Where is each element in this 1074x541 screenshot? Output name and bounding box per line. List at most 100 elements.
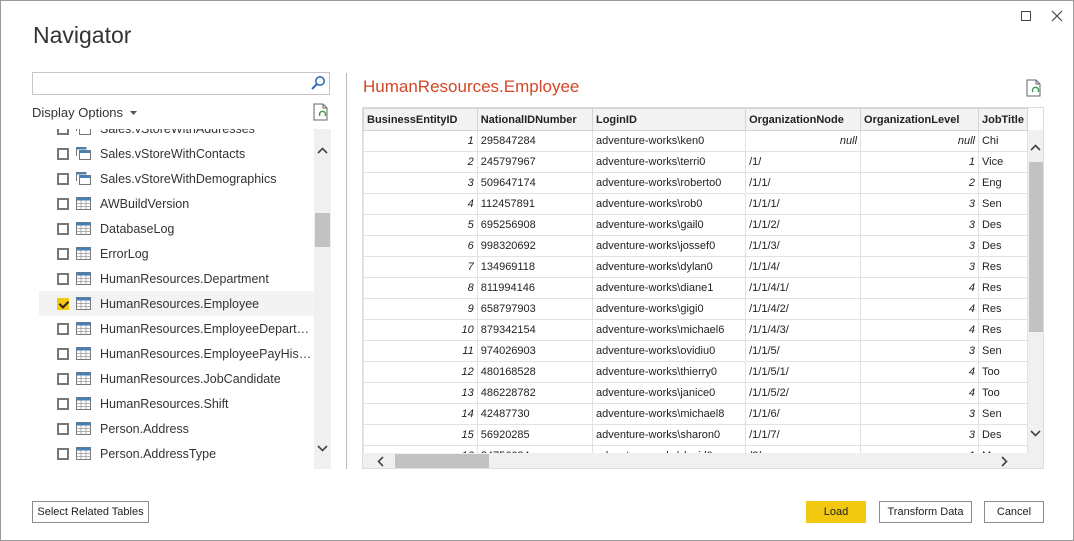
refresh-preview-icon[interactable] [1026,79,1042,97]
table-cell[interactable]: 295847284 [476,130,593,152]
column-header[interactable]: BusinessEntityID [363,108,478,131]
load-button[interactable]: Load [806,501,866,523]
checkbox[interactable] [57,447,69,460]
column-header[interactable]: OrganizationNode [745,108,862,131]
table-cell[interactable]: 3 [860,256,979,278]
grid-vertical-scrollbar[interactable] [1028,130,1043,453]
table-cell[interactable]: /1/ [745,151,862,173]
checkbox[interactable] [57,129,69,135]
list-item[interactable]: HumanResources.EmployeePayHistory [39,341,314,366]
table-cell[interactable]: 1 [860,151,979,173]
list-scrollbar[interactable] [314,129,331,469]
list-scroll-thumb[interactable] [315,213,330,247]
table-cell[interactable]: 12 [363,361,478,383]
table-cell[interactable]: adventure-works\gail0 [591,214,747,236]
table-cell[interactable]: Des [977,424,1028,446]
maximize-icon[interactable] [1015,5,1037,27]
chevron-down-icon[interactable] [317,445,328,452]
column-header[interactable]: LoginID [591,108,747,131]
table-cell[interactable]: /1/1/5/ [745,340,862,362]
list-item[interactable]: HumanResources.JobCandidate [39,366,314,391]
chevron-down-icon[interactable] [1030,430,1041,437]
table-cell[interactable]: Res [977,277,1028,299]
column-header[interactable]: NationalIDNumber [476,108,593,131]
close-icon[interactable] [1046,5,1068,27]
checkbox[interactable] [57,347,69,360]
checkbox[interactable] [57,297,69,310]
table-cell[interactable]: 695256908 [476,214,593,236]
table-cell[interactable]: /1/1/4/ [745,256,862,278]
table-cell[interactable]: /1/1/4/2/ [745,298,862,320]
table-cell[interactable]: adventure-works\ovidiu0 [591,340,747,362]
table-cell[interactable]: null [860,130,979,152]
checkbox[interactable] [57,247,69,260]
table-cell[interactable]: 3 [860,235,979,257]
select-related-tables-button[interactable]: Select Related Tables [32,501,149,523]
checkbox[interactable] [57,222,69,235]
table-cell[interactable]: 4 [860,298,979,320]
chevron-up-icon[interactable] [1030,144,1041,151]
table-cell[interactable]: 5 [363,214,478,236]
table-cell[interactable]: Too [977,382,1028,404]
table-cell[interactable]: 56920285 [476,424,593,446]
table-cell[interactable]: 2 [363,151,478,173]
table-cell[interactable]: adventure-works\diane1 [591,277,747,299]
grid-hscroll-thumb[interactable] [395,454,489,468]
search-input[interactable] [33,73,303,94]
checkbox[interactable] [57,372,69,385]
table-cell[interactable]: adventure-works\david0 [591,445,747,453]
table-cell[interactable]: 4 [860,277,979,299]
table-cell[interactable]: Sen [977,403,1028,425]
table-cell[interactable]: Des [977,214,1028,236]
table-cell[interactable]: 15 [363,424,478,446]
table-cell[interactable]: 1 [363,130,478,152]
table-cell[interactable]: 10 [363,319,478,341]
table-cell[interactable]: Sen [977,193,1028,215]
checkbox[interactable] [57,422,69,435]
table-cell[interactable]: Chi [977,130,1028,152]
table-cell[interactable]: 486228782 [476,382,593,404]
table-cell[interactable]: Res [977,319,1028,341]
table-cell[interactable]: Des [977,235,1028,257]
table-cell[interactable]: /1/1/6/ [745,403,862,425]
table-cell[interactable]: adventure-works\michael6 [591,319,747,341]
table-cell[interactable]: 998320692 [476,235,593,257]
table-cell[interactable]: Too [977,361,1028,383]
table-cell[interactable]: Eng [977,172,1028,194]
table-cell[interactable]: 4 [860,319,979,341]
list-item[interactable]: Person.AddressType [39,441,314,466]
table-cell[interactable]: /1/1/4/3/ [745,319,862,341]
table-cell[interactable]: 658797903 [476,298,593,320]
table-cell[interactable]: /1/1/7/ [745,424,862,446]
list-item[interactable]: ErrorLog [39,241,314,266]
transform-data-button[interactable]: Transform Data [879,501,972,523]
checkbox[interactable] [57,397,69,410]
table-cell[interactable]: 974026903 [476,340,593,362]
refresh-icon[interactable] [313,103,329,121]
table-cell[interactable]: 3 [860,193,979,215]
table-cell[interactable]: 112457891 [476,193,593,215]
checkbox[interactable] [57,272,69,285]
table-cell[interactable]: 1 [860,445,979,453]
table-cell[interactable]: adventure-works\terri0 [591,151,747,173]
table-cell[interactable]: 4 [860,382,979,404]
table-cell[interactable]: 3 [860,340,979,362]
table-cell[interactable]: /1/1/5/1/ [745,361,862,383]
list-item[interactable]: AWBuildVersion [39,191,314,216]
grid-vscroll-thumb[interactable] [1029,162,1043,332]
column-header[interactable]: JobTitle [977,108,1028,131]
table-cell[interactable]: 811994146 [476,277,593,299]
table-cell[interactable]: 11 [363,340,478,362]
list-item[interactable]: Sales.vStoreWithContacts [39,141,314,166]
table-cell[interactable]: Res [977,256,1028,278]
checkbox[interactable] [57,197,69,210]
list-item[interactable]: Person.Address [39,416,314,441]
table-cell[interactable]: adventure-works\janice0 [591,382,747,404]
checkbox[interactable] [57,322,69,335]
chevron-left-icon[interactable] [377,456,384,467]
chevron-right-icon[interactable] [1001,456,1008,467]
table-cell[interactable]: 7 [363,256,478,278]
table-cell[interactable]: 14 [363,403,478,425]
table-cell[interactable]: 24756624 [476,445,593,453]
list-item[interactable]: HumanResources.Shift [39,391,314,416]
